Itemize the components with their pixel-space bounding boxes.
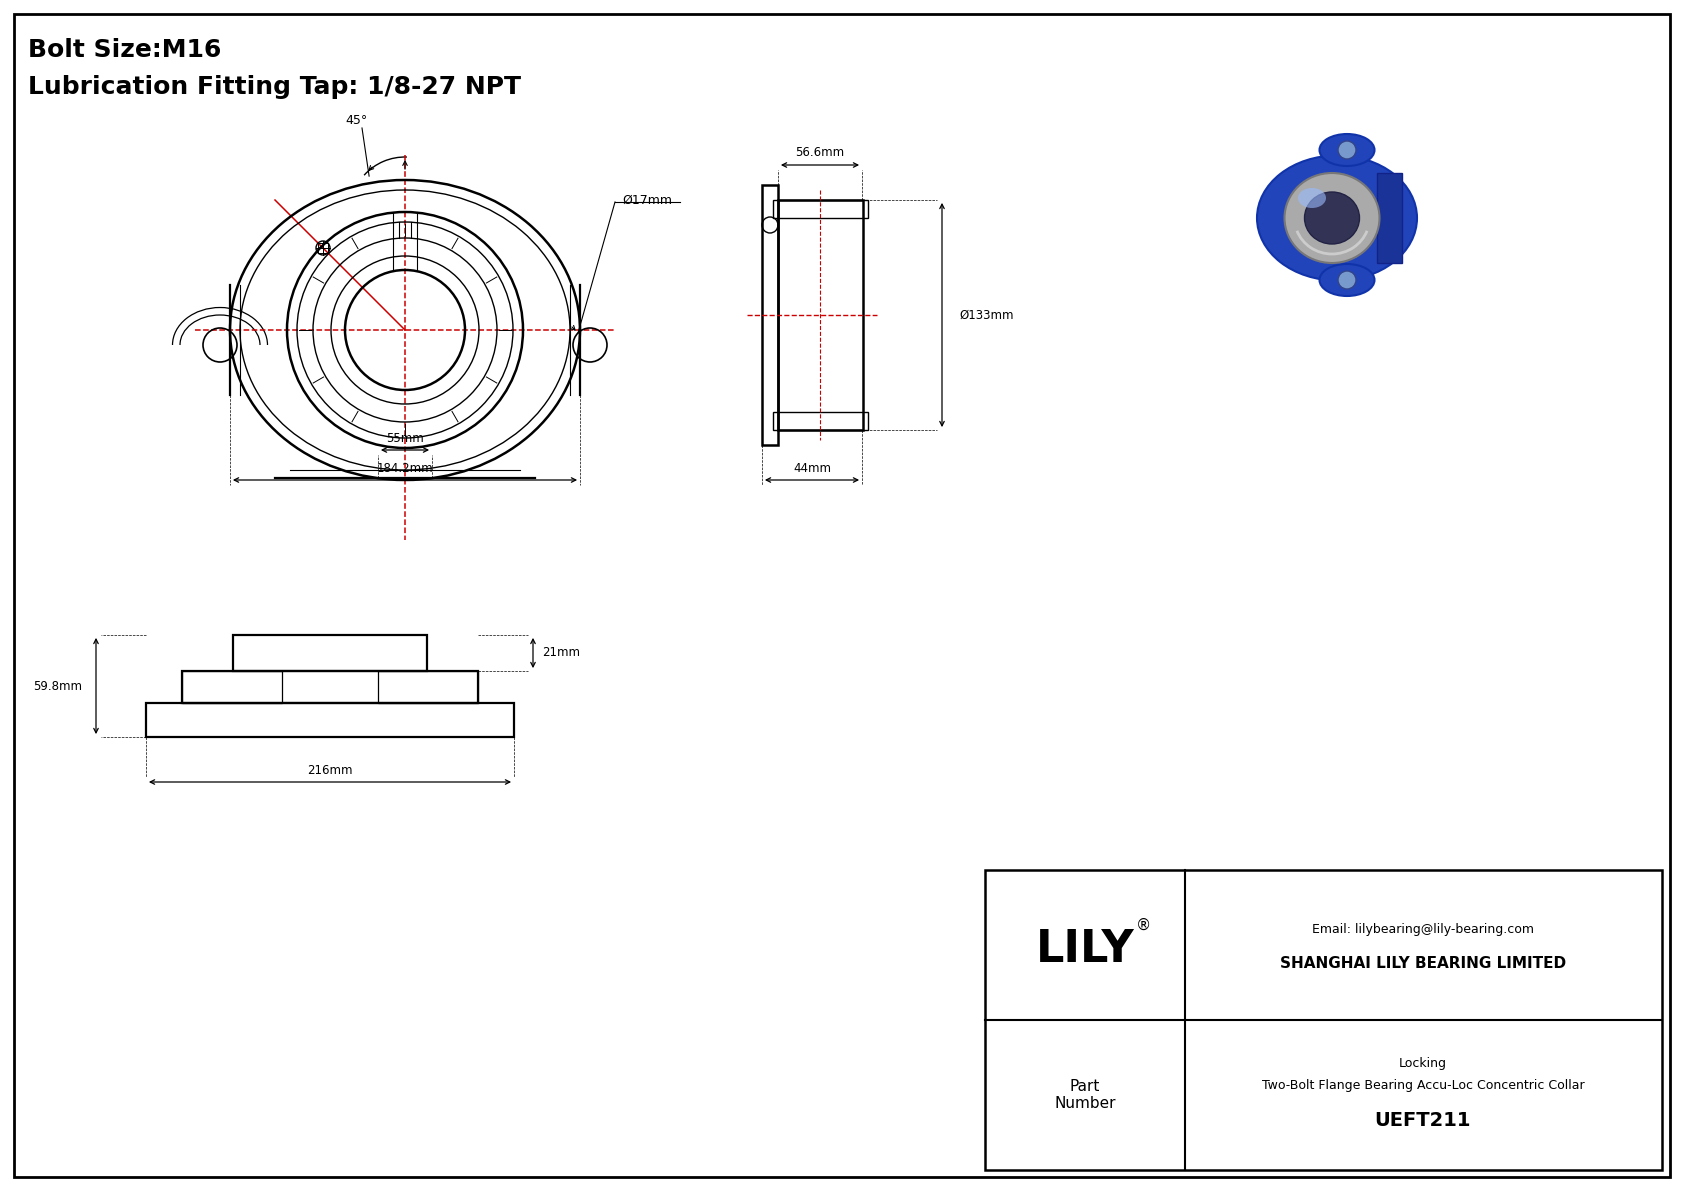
Bar — [182, 671, 281, 703]
Bar — [773, 412, 867, 430]
Text: 216mm: 216mm — [306, 763, 352, 777]
Text: SHANGHAI LILY BEARING LIMITED: SHANGHAI LILY BEARING LIMITED — [1280, 955, 1566, 971]
Text: 184.2mm: 184.2mm — [377, 461, 433, 474]
Text: 21mm: 21mm — [542, 647, 579, 660]
Text: 56.6mm: 56.6mm — [795, 146, 845, 160]
Text: Part
Number: Part Number — [1054, 1079, 1116, 1111]
Text: 44mm: 44mm — [793, 461, 830, 474]
Bar — [773, 200, 867, 218]
Bar — [985, 869, 1662, 1170]
Ellipse shape — [1305, 192, 1359, 244]
Text: LILY: LILY — [1036, 929, 1135, 972]
Bar — [318, 243, 328, 252]
Bar — [182, 671, 478, 703]
Bar — [761, 185, 778, 445]
Text: UEFT211: UEFT211 — [1374, 1110, 1472, 1129]
Bar — [778, 200, 862, 430]
Ellipse shape — [1285, 173, 1379, 263]
Text: 45°: 45° — [345, 113, 369, 126]
Text: Ø133mm: Ø133mm — [960, 308, 1014, 322]
Bar — [1378, 173, 1403, 263]
Ellipse shape — [1320, 264, 1374, 297]
Bar — [232, 635, 428, 671]
Text: 55mm: 55mm — [386, 431, 424, 444]
Circle shape — [1339, 272, 1356, 289]
Text: Bolt Size:M16: Bolt Size:M16 — [29, 38, 221, 62]
Text: Locking: Locking — [1399, 1056, 1447, 1070]
Text: ®: ® — [1135, 917, 1150, 933]
Ellipse shape — [1320, 135, 1374, 166]
Ellipse shape — [1298, 188, 1325, 208]
Text: Lubrication Fitting Tap: 1/8-27 NPT: Lubrication Fitting Tap: 1/8-27 NPT — [29, 75, 520, 99]
Text: 59.8mm: 59.8mm — [34, 680, 83, 692]
Ellipse shape — [1256, 156, 1416, 281]
Text: Ø17mm: Ø17mm — [621, 193, 672, 206]
Circle shape — [1339, 141, 1356, 160]
Bar — [147, 703, 514, 737]
Bar — [377, 671, 478, 703]
Text: Email: lilybearing@lily-bearing.com: Email: lilybearing@lily-bearing.com — [1312, 923, 1534, 936]
Text: Two-Bolt Flange Bearing Accu-Loc Concentric Collar: Two-Bolt Flange Bearing Accu-Loc Concent… — [1261, 1079, 1585, 1091]
